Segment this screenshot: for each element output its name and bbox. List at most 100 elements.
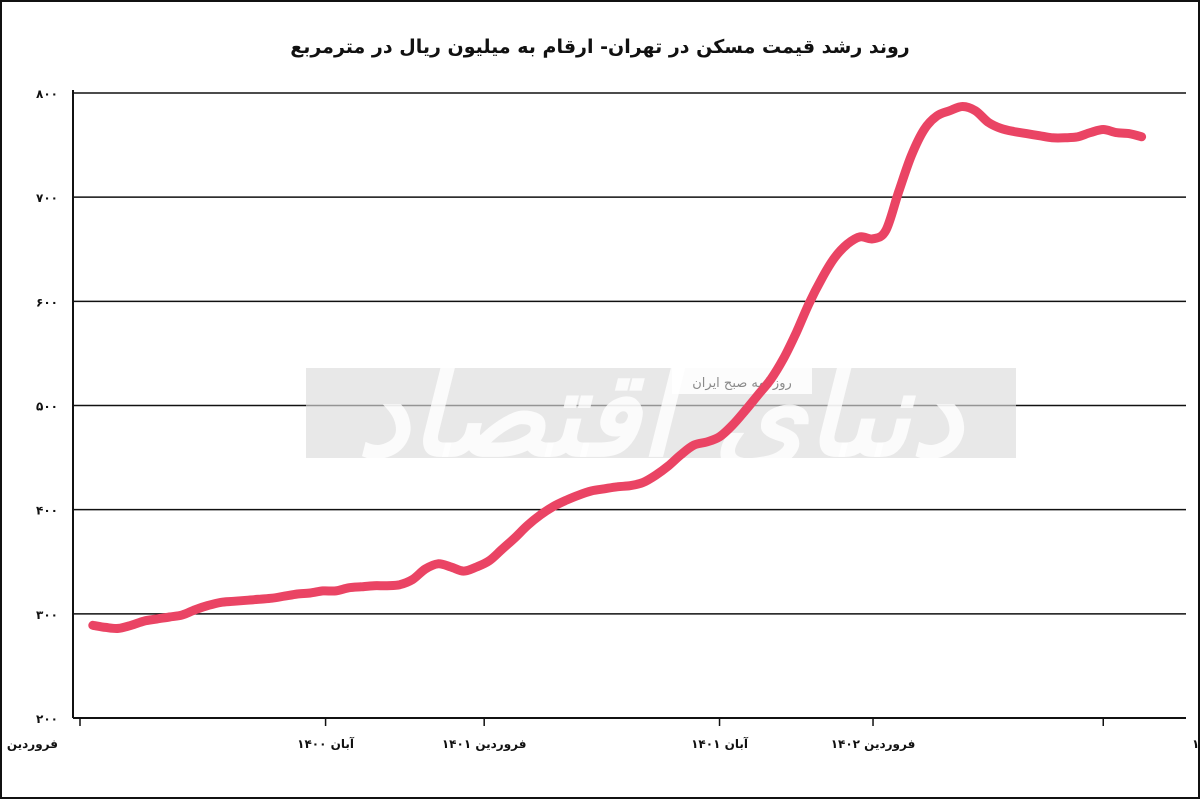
- data-point: [910, 154, 912, 156]
- data-point: [1140, 136, 1142, 138]
- data-point: [859, 236, 861, 238]
- data-point: [373, 585, 375, 587]
- x-tick-label: فروردین ۱۴۰۰: [0, 737, 58, 752]
- data-point: [578, 494, 580, 496]
- x-tick-label: آبان ۱۴۰۰: [297, 736, 355, 751]
- data-point: [629, 485, 631, 487]
- data-point: [642, 481, 644, 483]
- data-point: [143, 620, 145, 622]
- data-point: [194, 608, 196, 610]
- data-point: [245, 599, 247, 601]
- data-point: [872, 238, 874, 240]
- data-point: [1128, 132, 1130, 134]
- data-point: [718, 436, 720, 438]
- watermark-band: [306, 368, 1016, 458]
- x-tick-label: فروردین ۱۴۰۱: [442, 737, 527, 752]
- data-point: [603, 488, 605, 490]
- x-tick-labels: فروردین ۱۴۰۰ آبان ۱۴۰۰ فروردین ۱۴۰۱ آبان ۱۴…: [0, 736, 1200, 752]
- data-point: [296, 593, 298, 595]
- data-point: [731, 424, 733, 426]
- data-point: [1102, 128, 1104, 130]
- data-point: [1051, 137, 1053, 139]
- watermark: دنیای اقتصاد روزنامه صبح ایران: [306, 344, 1016, 483]
- data-point: [92, 624, 94, 626]
- data-point: [590, 490, 592, 492]
- data-point: [923, 128, 925, 130]
- x-tick-label: فروردین ۱۴۰۲: [831, 737, 916, 752]
- data-point: [1025, 132, 1027, 134]
- data-point: [335, 590, 337, 592]
- data-point: [488, 560, 490, 562]
- data-point: [885, 229, 887, 231]
- data-point: [347, 587, 349, 589]
- watermark-brand: دنیای اقتصاد: [357, 344, 965, 483]
- data-point: [1038, 135, 1040, 137]
- data-point: [936, 115, 938, 117]
- data-point: [833, 256, 835, 258]
- data-point: [961, 105, 963, 107]
- data-point: [1000, 127, 1002, 129]
- data-point: [539, 514, 541, 516]
- y-tick-label: ۷۰۰: [36, 191, 58, 205]
- data-point: [322, 590, 324, 592]
- data-point: [744, 410, 746, 412]
- data-point: [475, 566, 477, 568]
- data-point: [104, 626, 106, 628]
- data-point: [207, 604, 209, 606]
- data-point: [680, 453, 682, 455]
- series-line-0: [88, 102, 1147, 633]
- data-point: [654, 474, 656, 476]
- data-point: [706, 441, 708, 443]
- data-point: [232, 600, 234, 602]
- data-point: [757, 394, 759, 396]
- chart-title: روند رشد قیمت مسکن در تهران- ارقام به می…: [290, 36, 910, 58]
- data-point: [219, 601, 221, 603]
- x-tick-label: آبان ۱۴۰۱: [691, 736, 749, 751]
- x-tick-label: آبان ۱۴۰۲: [1192, 736, 1200, 751]
- data-point: [974, 110, 976, 112]
- data-point: [1076, 136, 1078, 138]
- y-tick-label: ۲۰۰: [36, 712, 58, 726]
- data-point: [987, 121, 989, 123]
- y-tick-label: ۳۰۰: [36, 608, 58, 622]
- data-point: [514, 537, 516, 539]
- data-point: [117, 627, 119, 629]
- data-point: [450, 566, 452, 568]
- watermark-tagline-box: [672, 368, 812, 394]
- data-point: [309, 592, 311, 594]
- data-point: [1115, 131, 1117, 133]
- data-point: [565, 499, 567, 501]
- data-point: [258, 598, 260, 600]
- y-tick-label: ۶۰۰: [36, 295, 58, 309]
- data-point: [1013, 130, 1015, 132]
- data-point: [156, 618, 158, 620]
- data-point: [897, 191, 899, 193]
- data-point: [526, 524, 528, 526]
- y-tick-label: ۸۰۰: [36, 87, 58, 101]
- data-point: [846, 243, 848, 245]
- data-point: [1064, 137, 1066, 139]
- data-point: [782, 357, 784, 359]
- data-point: [795, 331, 797, 333]
- data-point: [949, 110, 951, 112]
- y-tick-labels: ۲۰۰ ۳۰۰ ۴۰۰ ۵۰۰ ۶۰۰ ۷۰۰ ۸۰۰: [36, 87, 58, 726]
- y-tick-label: ۵۰۰: [36, 400, 58, 414]
- data-point: [769, 378, 771, 380]
- data-point: [271, 597, 273, 599]
- data-point: [693, 444, 695, 446]
- axes: [72, 90, 1186, 726]
- data-point: [168, 616, 170, 618]
- data-point: [821, 277, 823, 279]
- data-point: [181, 614, 183, 616]
- data-point: [437, 563, 439, 565]
- data-point: [667, 465, 669, 467]
- data-point: [283, 595, 285, 597]
- data-point: [399, 583, 401, 585]
- data-point: [463, 570, 465, 572]
- data-point: [386, 585, 388, 587]
- series-layer: [88, 102, 1147, 633]
- data-point: [808, 302, 810, 304]
- y-tick-label: ۴۰۰: [36, 504, 58, 518]
- data-point: [501, 548, 503, 550]
